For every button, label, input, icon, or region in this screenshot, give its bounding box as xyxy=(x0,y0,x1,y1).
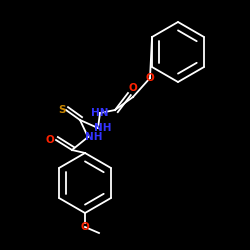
Text: O: O xyxy=(46,135,54,145)
Text: HN: HN xyxy=(91,108,109,118)
Text: NH: NH xyxy=(94,123,112,133)
Text: O: O xyxy=(146,73,154,83)
Text: O: O xyxy=(80,222,90,232)
Text: O: O xyxy=(128,83,138,93)
Text: NH: NH xyxy=(85,132,103,142)
Text: S: S xyxy=(58,105,66,115)
